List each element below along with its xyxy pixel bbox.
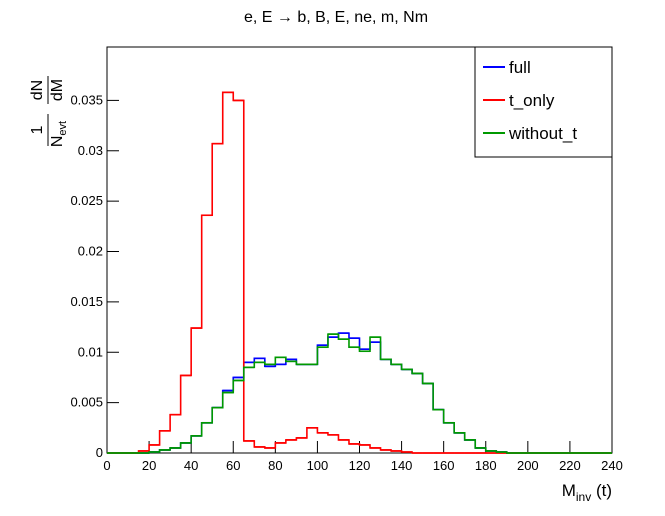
x-tick-label: 160 (433, 458, 455, 473)
histogram-outline (107, 333, 612, 454)
chart-title: e, E → b, B, E, ne, m, Nm (244, 9, 428, 26)
legend-label: t_only (509, 91, 555, 110)
y-title-num1: 1 (29, 125, 46, 134)
y-tick-label: 0.01 (78, 344, 103, 359)
histogram-series (107, 333, 612, 454)
x-title-rest: (t) (591, 481, 612, 500)
y-tick-label: 0.025 (70, 193, 103, 208)
x-tick-label: 120 (349, 458, 371, 473)
x-title-main: M (562, 481, 576, 500)
x-tick-label: 80 (268, 458, 282, 473)
x-tick-label: 240 (601, 458, 623, 473)
x-tick-label: 20 (142, 458, 156, 473)
x-tick-label: 40 (184, 458, 198, 473)
y-tick-label: 0.02 (78, 244, 103, 259)
x-tick-label: 0 (103, 458, 110, 473)
x-tick-label: 220 (559, 458, 581, 473)
y-title-den2: dM (49, 79, 66, 101)
x-tick-label: 200 (517, 458, 539, 473)
y-axis-title: 1 Nevt dN dM (29, 76, 69, 147)
y-tick-label: 0.03 (78, 143, 103, 158)
y-title-den1: Nevt (49, 121, 69, 147)
y-tick-label: 0.005 (70, 395, 103, 410)
x-title-sub: inv (576, 490, 591, 504)
x-tick-label: 60 (226, 458, 240, 473)
y-tick-label: 0.015 (70, 294, 103, 309)
legend-label: without_t (508, 124, 577, 143)
y-tick-label: 0.035 (70, 92, 103, 107)
legend-label: full (509, 58, 531, 77)
x-tick-label: 180 (475, 458, 497, 473)
y-den1-main: N (49, 136, 66, 148)
x-axis-title: Minv (t) (562, 481, 612, 504)
legend-box (474, 46, 613, 158)
y-title-num2: dN (29, 80, 46, 100)
x-tick-label: 140 (391, 458, 413, 473)
y-den1-sub: evt (57, 121, 69, 136)
x-tick-label: 100 (307, 458, 329, 473)
histogram-outline (107, 91, 612, 454)
y-tick-label: 0 (96, 445, 103, 460)
